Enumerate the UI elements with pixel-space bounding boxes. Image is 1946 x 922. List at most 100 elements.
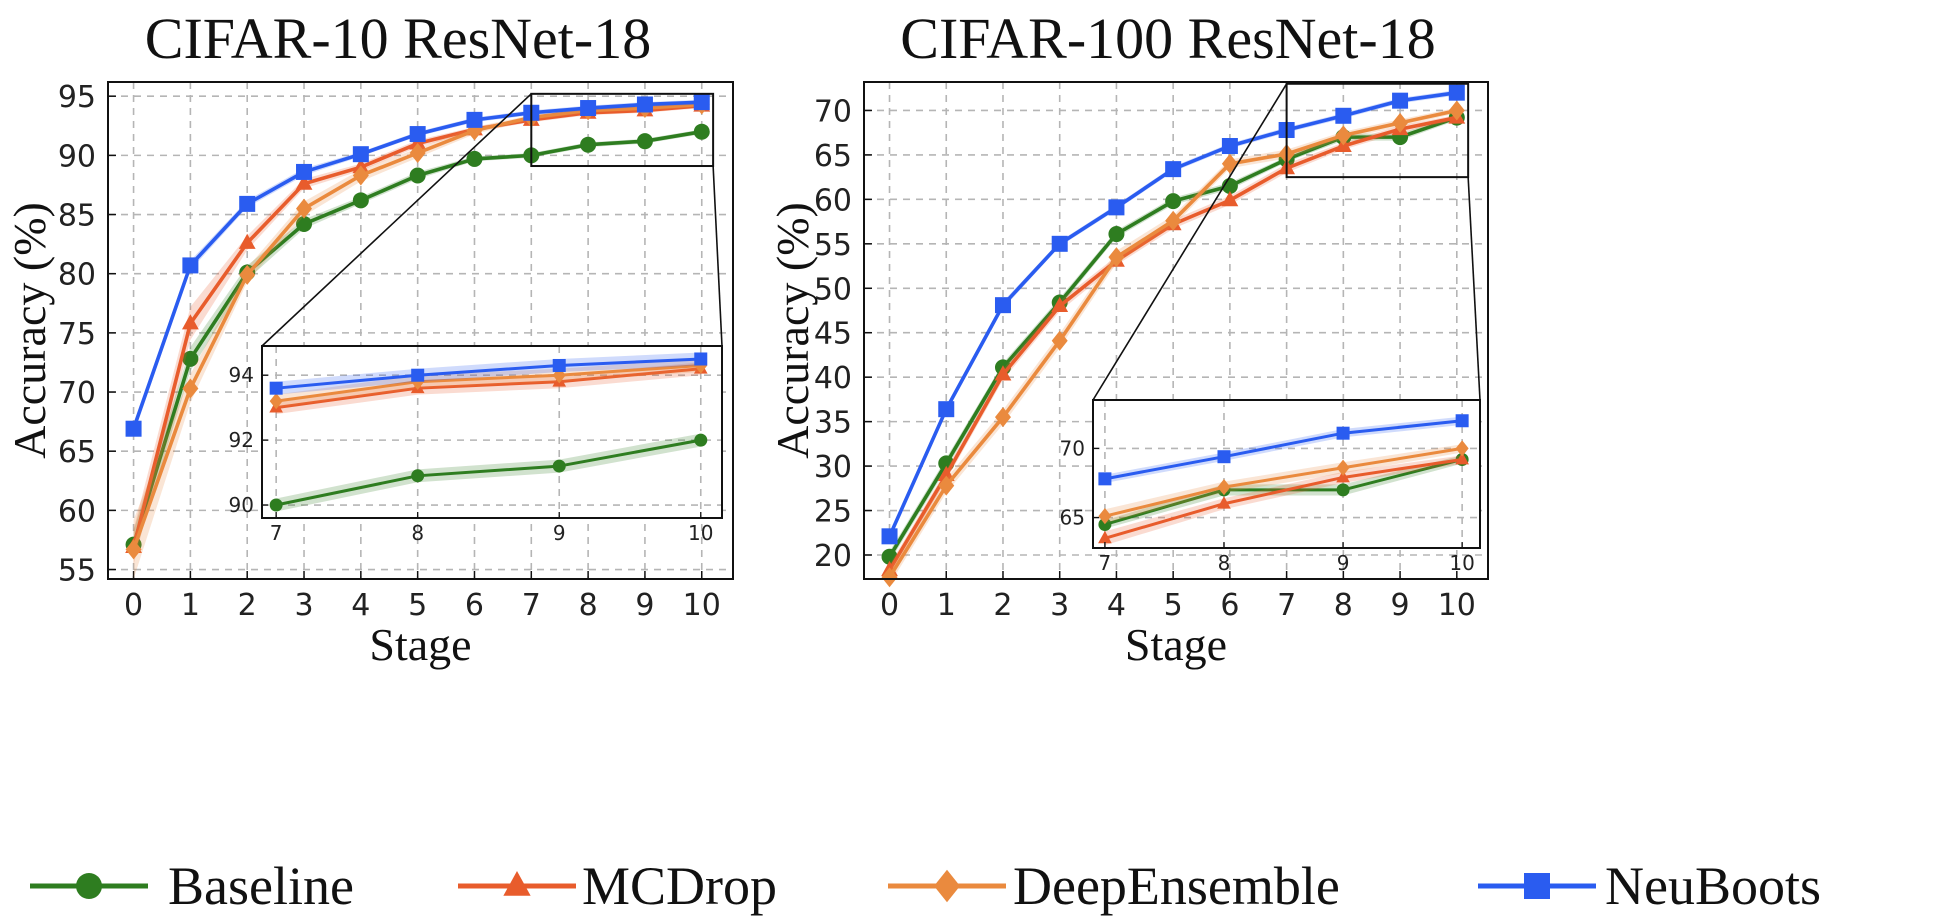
chart1-ytick-label-95: 95 <box>58 80 96 115</box>
chart2-inset-band-mcdrop <box>1104 455 1463 546</box>
chart1-point-neuboots-1 <box>182 257 199 274</box>
chart2-zoom-connector-left <box>1092 83 1288 401</box>
chart1-inset-point-neuboots-7 <box>269 381 283 395</box>
chart2-inset-point-neuboots-8 <box>1217 450 1231 464</box>
chart2-inset-point-baseline-9 <box>1336 483 1350 497</box>
chart2-point-deepensemble-2 <box>994 407 1011 428</box>
chart1-xtick-label-10: 10 <box>683 588 721 623</box>
legend-marker-baseline <box>76 873 102 899</box>
chart2-ytick-label-30: 30 <box>814 450 852 485</box>
chart2-inset-frame <box>1092 399 1481 549</box>
chart1-point-baseline-6 <box>466 150 483 167</box>
chart1-ytick-label-75: 75 <box>58 317 96 352</box>
chart1-zoom-connector-left <box>261 93 532 347</box>
chart1-title: CIFAR-10 ResNet-18 <box>145 6 651 71</box>
chart1-ytick-label-90: 90 <box>58 139 96 174</box>
chart2-inset-line-mcdrop <box>1104 457 1463 540</box>
chart2-inset-point-deepensemble-10 <box>1455 440 1469 457</box>
chart1-inset-ytick-label-94: 94 <box>229 363 254 387</box>
chart2-point-baseline-5 <box>1165 193 1182 210</box>
chart1-point-neuboots-10 <box>693 94 710 111</box>
chart1-point-deepensemble-2 <box>239 264 256 285</box>
chart1-ytick-label-85: 85 <box>58 199 96 234</box>
chart1-inset-xtick-label-9: 9 <box>553 521 566 545</box>
legend-entry-baseline: Baseline <box>30 856 354 916</box>
chart1-point-deepensemble-1 <box>182 378 199 399</box>
chart2-xtick-label-7: 7 <box>1277 588 1296 623</box>
chart2-series-deepensemble <box>881 100 1465 588</box>
chart2-inset-point-neuboots-7 <box>1098 472 1112 486</box>
legend-label-deepensemble: DeepEnsemble <box>1013 856 1340 916</box>
chart2-inset-xtick-label-9: 9 <box>1337 551 1350 575</box>
chart2-ytick-label-20: 20 <box>814 539 852 574</box>
chart2-inset-ytick-label-70: 70 <box>1060 436 1085 460</box>
chart2-point-deepensemble-5 <box>1165 210 1182 231</box>
chart1-ylabel: Accuracy (%) <box>4 202 55 459</box>
chart2-inset-series-mcdrop <box>1098 452 1469 546</box>
chart1-ytick-label-60: 60 <box>58 494 96 529</box>
chart1-xtick-label-1: 1 <box>181 588 200 623</box>
chart1-point-baseline-8 <box>580 136 597 153</box>
legend-label-neuboots: NeuBoots <box>1605 856 1821 916</box>
chart2-point-neuboots-1 <box>938 401 955 418</box>
chart1-xtick-label-4: 4 <box>351 588 370 623</box>
chart1-inset-series-baseline <box>269 433 708 512</box>
legend-label-mcdrop: MCDrop <box>582 856 777 916</box>
chart2-ytick-label-55: 55 <box>814 228 852 263</box>
chart2-point-deepensemble-8 <box>1335 125 1352 146</box>
legend-entry-deepensemble: DeepEnsemble <box>888 856 1340 916</box>
chart2-point-deepensemble-1 <box>938 475 955 496</box>
legend-entry-mcdrop: MCDrop <box>458 856 777 916</box>
chart1-point-mcdrop-2 <box>238 233 256 249</box>
chart2-xtick-label-9: 9 <box>1391 588 1410 623</box>
chart2-inset-point-mcdrop-8 <box>1217 496 1231 509</box>
chart2-point-deepensemble-4 <box>1108 247 1125 268</box>
chart2-inset-line-deepensemble <box>1104 446 1463 518</box>
chart1-point-baseline-3 <box>296 216 313 232</box>
chart2-point-neuboots-2 <box>994 297 1011 314</box>
chart2-panel: CIFAR-100 ResNet-180 1 2 3 4 5 6 7 8 9 10202530354… <box>767 6 1489 670</box>
chart2-inset-point-mcdrop-9 <box>1336 469 1350 483</box>
chart2-point-neuboots-0 <box>881 528 898 545</box>
chart1-xlabel: Stage <box>369 619 471 670</box>
chart1-point-deepensemble-0 <box>125 539 142 560</box>
chart2-inset-point-mcdrop-10 <box>1455 452 1469 465</box>
chart1-point-neuboots-2 <box>239 195 256 212</box>
chart1-inset-point-neuboots-10 <box>694 352 708 366</box>
chart2-point-neuboots-4 <box>1108 199 1125 216</box>
chart2-point-baseline-4 <box>1108 226 1125 243</box>
chart1-inset-frame <box>261 345 723 519</box>
chart1-xtick-label-2: 2 <box>238 588 257 623</box>
chart2-inset-point-mcdrop-7 <box>1098 530 1112 544</box>
chart2-inset-point-deepensemble-8 <box>1217 479 1231 496</box>
chart2-inset-point-neuboots-9 <box>1336 426 1350 440</box>
chart2-xtick-label-6: 6 <box>1220 588 1239 623</box>
chart1-inset-xtick-label-8: 8 <box>411 521 424 545</box>
chart1-point-neuboots-4 <box>352 146 369 163</box>
chart2-inset-series-neuboots <box>1098 414 1469 486</box>
chart1-xtick-label-3: 3 <box>294 588 313 623</box>
chart1-xtick-label-6: 6 <box>465 588 484 623</box>
chart2-point-neuboots-8 <box>1335 107 1352 124</box>
legend-label-baseline: Baseline <box>168 856 354 916</box>
chart1-point-baseline-1 <box>182 350 199 367</box>
chart2-inset-point-neuboots-10 <box>1455 414 1469 428</box>
chart1-point-neuboots-9 <box>636 96 653 113</box>
chart1-inset: 7 8 9 10 90 92 94 <box>229 345 723 545</box>
chart2-xtick-label-0: 0 <box>880 588 899 623</box>
chart1-point-neuboots-3 <box>296 163 313 180</box>
chart2-point-mcdrop-6 <box>1221 191 1239 207</box>
chart2-inset-point-deepensemble-7 <box>1098 508 1112 525</box>
chart2-point-neuboots-3 <box>1051 235 1068 252</box>
chart2-point-deepensemble-9 <box>1392 112 1409 133</box>
chart1-zoom-connector-right <box>712 165 723 347</box>
chart1-inset-band-baseline <box>276 433 701 512</box>
chart2-ytick-label-45: 45 <box>814 317 852 352</box>
legend-marker-deepensemble <box>934 869 960 903</box>
chart1-xtick-label-8: 8 <box>579 588 598 623</box>
chart1-ytick-label-80: 80 <box>58 258 96 293</box>
chart1-point-deepensemble-5 <box>409 143 426 163</box>
chart1-inset-point-neuboots-8 <box>411 368 425 382</box>
chart1-xtick-label-5: 5 <box>408 588 427 623</box>
chart2-point-deepensemble-0 <box>881 567 898 588</box>
